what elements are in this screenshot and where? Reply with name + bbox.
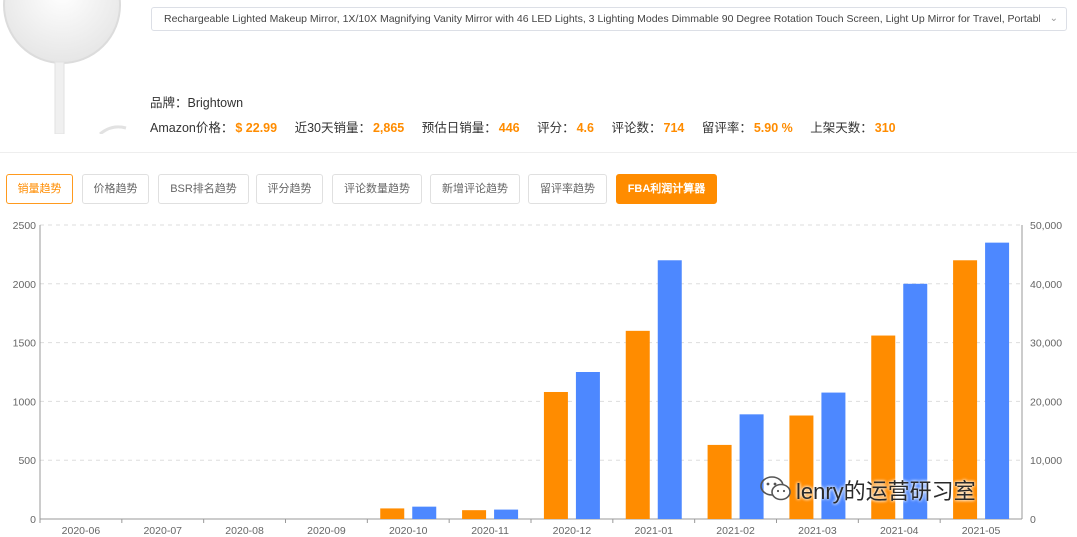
product-thumbnail[interactable] (0, 0, 140, 134)
brand-line: 品牌：Brightown (150, 92, 243, 111)
x-tick-label: 2020-07 (143, 525, 182, 537)
tab-rating-trend[interactable]: 评分趋势 (256, 174, 323, 204)
bar-series-1 (789, 415, 814, 519)
x-tick-label: 2020-10 (389, 525, 428, 537)
stat-value-review-rate: 5.90 % (753, 121, 793, 135)
bar-series-1 (707, 444, 732, 519)
bar-series-1 (543, 391, 568, 519)
y-right-tick-label: 10,000 (1030, 455, 1062, 467)
y-right-tick-label: 40,000 (1030, 279, 1062, 291)
mirror-image (3, 0, 127, 134)
bar-series-1 (380, 508, 405, 519)
sales-chart: 0 500 1000 1500 2000 2500 0 10,000 20,000 30,000 4… (13, 220, 1063, 537)
bar-series-2 (903, 283, 928, 519)
product-title: Rechargeable Lighted Makeup Mirror, 1X/1… (164, 13, 1040, 25)
y-left-tick-label: 500 (18, 455, 36, 467)
bar-series-2 (575, 372, 600, 519)
y-right-tick-label: 30,000 (1030, 338, 1062, 350)
x-tick-label: 2021-05 (962, 525, 1001, 537)
stat-label-rating: 评分： (537, 121, 575, 135)
wechat-icon (760, 476, 791, 501)
x-tick-label: 2021-03 (798, 525, 837, 537)
y-left-tick-label: 2000 (13, 279, 37, 291)
tab-sales-trend[interactable]: 销量趋势 (6, 174, 73, 204)
x-tick-label: 2021-02 (716, 525, 755, 537)
tab-new-review-trend[interactable]: 新增评论趋势 (430, 174, 520, 204)
stat-value-rating: 4.6 (576, 121, 594, 135)
x-tick-label: 2021-04 (880, 525, 919, 537)
x-tick-label: 2020-09 (307, 525, 346, 537)
x-tick-label: 2021-01 (634, 525, 673, 537)
y-left-tick-label: 1000 (13, 396, 37, 408)
bar-series-2 (494, 509, 519, 519)
stat-value-sales-30d: 2,865 (372, 121, 405, 135)
x-tick-label: 2020-11 (471, 525, 509, 537)
stat-value-days-listed: 310 (874, 121, 896, 135)
bar-series-2 (985, 242, 1010, 519)
stat-label-daily-sales: 预估日销量： (421, 121, 497, 135)
y-left-tick-label: 1500 (13, 338, 37, 350)
brand-label: 品牌： (150, 96, 188, 110)
product-stats: Amazon价格： $ 22.99 近30天销量： 2,865 预估日销量： 446 … (150, 117, 910, 136)
product-title-select[interactable]: Rechargeable Lighted Makeup Mirror, 1X/1… (151, 7, 1067, 31)
y-right-tick-label: 20,000 (1030, 396, 1062, 408)
chevron-down-icon: ⌄ (1049, 13, 1058, 24)
x-tick-label: 2020-12 (553, 525, 592, 537)
tab-price-trend[interactable]: 价格趋势 (82, 174, 149, 204)
stat-value-reviews: 714 (663, 121, 685, 135)
tab-review-rate-trend[interactable]: 留评率趋势 (528, 174, 607, 204)
bar-series-2 (739, 414, 764, 519)
bar-series-1 (953, 260, 978, 519)
stat-label-review-rate: 留评率： (701, 121, 752, 135)
stat-label-price: Amazon价格： (150, 121, 234, 135)
tab-bsr-trend[interactable]: BSR排名趋势 (158, 174, 249, 204)
bar-series-1 (462, 510, 487, 519)
stat-value-price: $ 22.99 (235, 121, 278, 135)
y-left-tick-label: 2500 (13, 220, 37, 232)
x-tick-label: 2020-06 (62, 525, 101, 537)
watermark-text: lenry的运营研习室 (796, 479, 976, 504)
y-right-tick-label: 50,000 (1030, 220, 1062, 232)
brand-value: Brightown (187, 96, 244, 110)
section-divider (0, 152, 1077, 153)
stat-label-reviews: 评论数： (611, 121, 662, 135)
bar-series-1 (625, 330, 650, 519)
x-tick-label: 2020-08 (225, 525, 264, 537)
stat-label-days-listed: 上架天数： (810, 121, 873, 135)
tab-fba-calculator[interactable]: FBA利润计算器 (616, 174, 717, 204)
stat-value-daily-sales: 446 (498, 121, 520, 135)
bar-series-2 (821, 392, 846, 519)
bar-series-1 (871, 335, 896, 519)
y-left-tick-label: 0 (30, 514, 36, 526)
stat-label-sales-30d: 近30天销量： (294, 121, 371, 135)
y-right-tick-label: 0 (1030, 514, 1036, 526)
bar-series-2 (657, 260, 682, 519)
bar-series-2 (412, 506, 437, 519)
watermark: lenry的运营研习室 (760, 470, 1060, 510)
tab-review-count-trend[interactable]: 评论数量趋势 (332, 174, 422, 204)
